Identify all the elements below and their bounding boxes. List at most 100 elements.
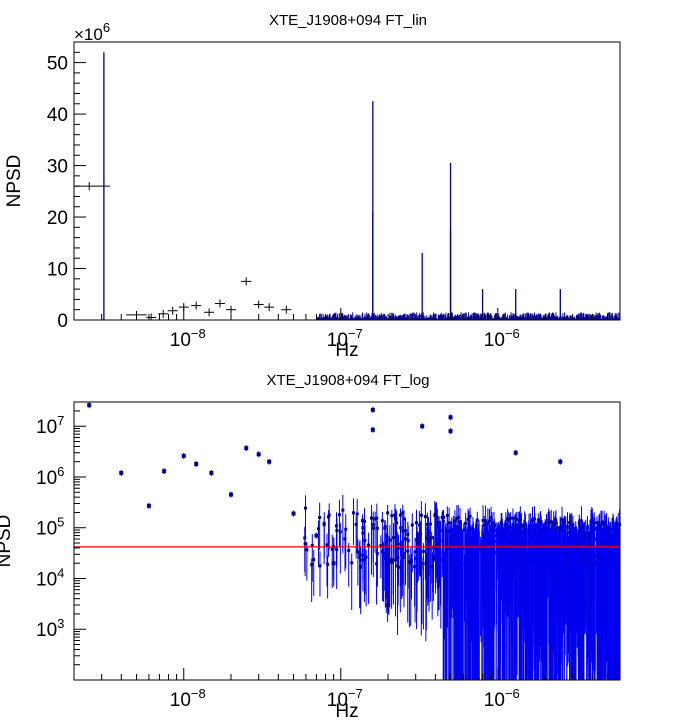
log-point — [479, 547, 483, 551]
log-point — [439, 529, 443, 533]
log-point — [508, 516, 512, 520]
log-point — [419, 513, 423, 517]
log-point — [441, 519, 445, 523]
log-point — [514, 517, 518, 521]
log-point — [387, 557, 391, 561]
log-point — [87, 403, 92, 408]
log-point — [536, 518, 540, 522]
log-point — [516, 525, 520, 529]
log-point — [395, 521, 399, 525]
log-point — [390, 560, 394, 564]
log-point — [448, 415, 453, 420]
chart-title-lin: XTE_J1908+094 FT_lin — [269, 12, 427, 29]
lin-x-tick-label: 10−8 — [170, 326, 206, 351]
log-y-tick-label: 105 — [36, 515, 64, 540]
log-point — [316, 527, 320, 531]
log-point — [615, 521, 619, 525]
log-y-ticks: 103 104 105 106 107 — [36, 401, 86, 681]
log-point — [522, 537, 526, 541]
log-point — [595, 521, 599, 525]
log-point — [561, 535, 565, 539]
log-point — [327, 513, 331, 517]
log-point — [430, 565, 434, 569]
lin-x-ticks: 10−8 10−7 10−6 — [73, 308, 621, 351]
log-point — [370, 427, 375, 432]
log-point — [586, 541, 590, 545]
log-point — [577, 529, 581, 533]
log-point — [244, 446, 249, 451]
lin-y-tick-label: 20 — [47, 208, 68, 229]
log-x-tick-label: 10−6 — [484, 686, 520, 711]
log-point — [442, 559, 446, 563]
log-point — [402, 551, 406, 555]
log-point — [375, 516, 379, 520]
log-y-tick-label: 103 — [36, 616, 64, 641]
log-point — [421, 549, 425, 553]
log-point — [370, 407, 375, 412]
log-point — [504, 523, 508, 527]
log-point — [517, 519, 521, 523]
log-point — [481, 519, 485, 523]
log-point — [566, 525, 570, 529]
log-point — [310, 544, 314, 548]
log-point — [552, 522, 556, 526]
log-point — [427, 536, 431, 540]
log-point — [489, 516, 493, 520]
log-point — [576, 541, 580, 545]
log-point — [350, 561, 354, 565]
log-y-tick-label: 107 — [36, 413, 64, 438]
log-point — [481, 534, 485, 538]
log-point — [505, 532, 509, 536]
lin-data-layer — [74, 52, 620, 320]
log-point — [314, 533, 319, 538]
log-point — [511, 516, 515, 520]
chart-title-log: XTE_J1908+094 FT_log — [266, 372, 429, 389]
lin-plot-frame — [73, 41, 621, 321]
log-y-tick-label: 104 — [36, 565, 64, 590]
log-point — [569, 535, 573, 539]
log-point — [398, 565, 402, 569]
log-point — [181, 453, 186, 458]
log-point — [229, 492, 234, 497]
log-point — [451, 534, 455, 538]
log-point — [453, 519, 457, 523]
log-point — [146, 503, 151, 508]
log-point — [267, 459, 272, 464]
log-point — [318, 516, 322, 520]
log-point — [513, 450, 518, 455]
log-point — [567, 531, 571, 535]
log-point — [577, 521, 581, 525]
log-point — [413, 550, 417, 554]
log-point — [355, 512, 359, 516]
log-point — [354, 522, 358, 526]
log-point — [467, 515, 471, 519]
log-point — [482, 523, 486, 527]
log-point — [426, 530, 430, 534]
log-point — [420, 562, 424, 566]
log-point — [463, 562, 467, 566]
log-point — [194, 462, 199, 467]
log-point — [594, 537, 598, 541]
log-point — [437, 520, 441, 524]
log-point — [331, 561, 336, 566]
log-point — [585, 525, 589, 529]
log-x-axis-label: Hz — [335, 701, 358, 722]
log-point — [499, 520, 503, 524]
log-point — [388, 538, 392, 542]
log-point — [424, 561, 428, 565]
log-point — [548, 521, 552, 525]
log-point — [428, 522, 432, 526]
log-point — [555, 526, 559, 530]
log-point — [379, 544, 383, 548]
log-point — [358, 555, 362, 559]
log-point — [415, 538, 419, 542]
log-point — [363, 520, 367, 524]
log-point — [401, 511, 405, 515]
log-point — [356, 550, 360, 554]
log-point — [445, 513, 449, 517]
log-point — [420, 424, 425, 429]
log-point — [383, 524, 387, 528]
log-point — [554, 518, 558, 522]
log-point — [447, 521, 451, 525]
